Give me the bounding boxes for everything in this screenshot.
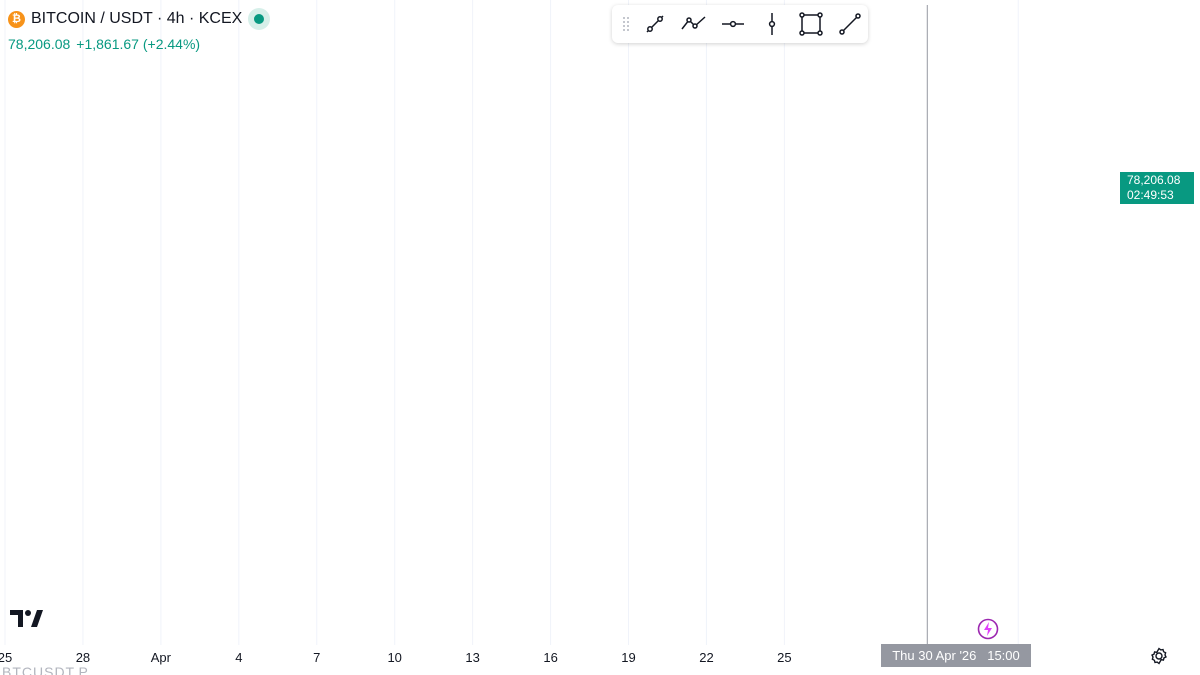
time-tick-label: Apr xyxy=(151,650,172,665)
settings-gear-icon[interactable] xyxy=(1150,647,1168,670)
time-tick-label: 7 xyxy=(313,650,320,665)
time-tick-label: 28 xyxy=(76,650,90,665)
time-tick-label: 19 xyxy=(621,650,635,665)
line-segment-icon[interactable] xyxy=(831,9,868,39)
time-tick-label: 13 xyxy=(465,650,479,665)
drawing-toolbar xyxy=(612,5,868,43)
rectangle-icon[interactable] xyxy=(792,9,829,39)
horizontal-ray-icon[interactable] xyxy=(714,9,751,39)
symbol-title[interactable]: BITCOIN / USDT · 4h · KCEX xyxy=(31,10,243,27)
price-row: 78,206.08 +1,861.67 (+2.44%) xyxy=(8,36,200,52)
vertical-line-icon[interactable] xyxy=(753,9,790,39)
polyline-icon[interactable] xyxy=(675,9,712,39)
grip-icon[interactable] xyxy=(618,14,634,34)
last-price-label: 78,206.08 02:49:53 xyxy=(1120,172,1194,204)
lightning-icon[interactable] xyxy=(977,618,999,645)
time-tick-label: 4 xyxy=(235,650,242,665)
time-axis[interactable]: 2528Apr471013161922254 xyxy=(0,650,1022,665)
price-change: +1,861.67 (+2.44%) xyxy=(76,36,201,52)
symbol-header: ₿ BITCOIN / USDT · 4h · KCEX xyxy=(8,8,271,30)
time-tick-label: 10 xyxy=(387,650,401,665)
symbol-watermark: BTCUSDT.P xyxy=(2,664,89,675)
time-tick-label: 16 xyxy=(543,650,557,665)
live-dot xyxy=(254,14,265,24)
tradingview-logo-icon[interactable] xyxy=(10,610,44,633)
time-tick-label: 25 xyxy=(777,650,791,665)
current-price: 78,206.08 xyxy=(8,36,71,52)
time-tick-label: 22 xyxy=(699,650,713,665)
market-status-icon[interactable] xyxy=(248,8,271,30)
trend-line-icon[interactable] xyxy=(636,9,673,39)
last-price-value: 78,206.08 xyxy=(1127,173,1181,187)
bar-countdown: 02:49:53 xyxy=(1127,188,1174,202)
crosshair-date-label: Thu 30 Apr '26 15:00 xyxy=(881,644,1031,667)
time-tick-label: 25 xyxy=(0,650,12,665)
grid xyxy=(4,0,1019,645)
bitcoin-logo-icon: ₿ xyxy=(8,10,25,28)
